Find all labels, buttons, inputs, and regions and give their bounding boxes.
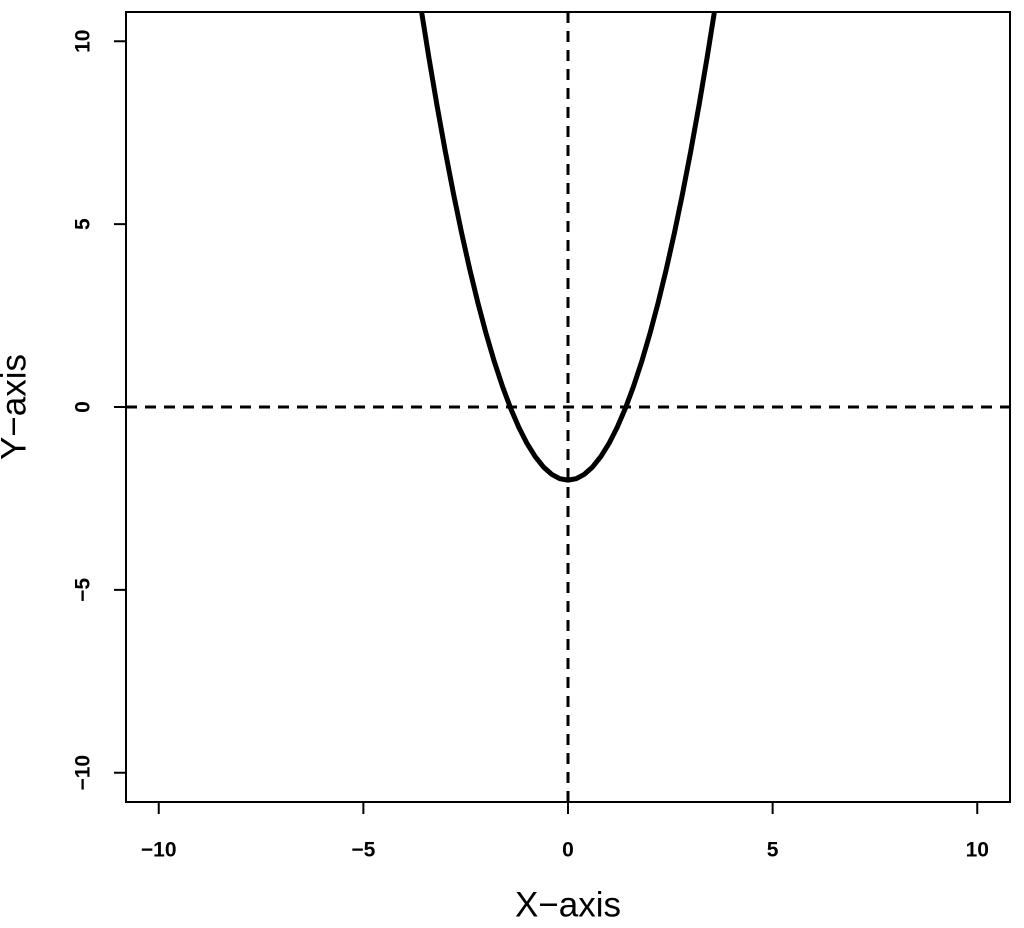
x-tick-label: −5 bbox=[351, 839, 375, 862]
y-tick-label: 5 bbox=[72, 218, 95, 230]
x-tick-label: −10 bbox=[141, 839, 177, 862]
x-axis-title: X−axis bbox=[515, 885, 621, 924]
x-tick-label: 5 bbox=[767, 839, 779, 862]
x-tick-label: 10 bbox=[966, 839, 989, 862]
y-tick-label: 10 bbox=[72, 30, 95, 53]
x-tick-label: 0 bbox=[562, 839, 574, 862]
curve bbox=[419, 12, 717, 483]
y-tick-label: −5 bbox=[72, 578, 95, 602]
y-tick-label: −10 bbox=[72, 755, 95, 791]
y-axis-title: Y−axis bbox=[0, 354, 33, 460]
y-tick-label: 0 bbox=[72, 401, 95, 413]
